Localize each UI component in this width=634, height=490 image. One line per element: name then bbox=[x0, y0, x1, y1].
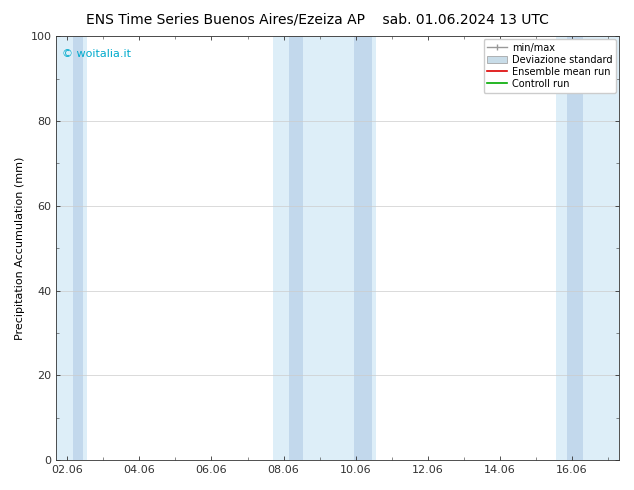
Text: ENS Time Series Buenos Aires/Ezeiza AP    sab. 01.06.2024 13 UTC: ENS Time Series Buenos Aires/Ezeiza AP s… bbox=[86, 12, 548, 26]
Text: © woitalia.it: © woitalia.it bbox=[62, 49, 131, 59]
Bar bbox=[556, 36, 619, 460]
Y-axis label: Precipitation Accumulation (mm): Precipitation Accumulation (mm) bbox=[15, 156, 25, 340]
Legend: min/max, Deviazione standard, Ensemble mean run, Controll run: min/max, Deviazione standard, Ensemble m… bbox=[484, 39, 616, 93]
Bar bbox=[56, 36, 87, 460]
Bar bbox=[289, 36, 304, 460]
Bar bbox=[73, 36, 84, 460]
Bar bbox=[354, 36, 372, 460]
Bar bbox=[273, 36, 375, 460]
Bar bbox=[567, 36, 583, 460]
